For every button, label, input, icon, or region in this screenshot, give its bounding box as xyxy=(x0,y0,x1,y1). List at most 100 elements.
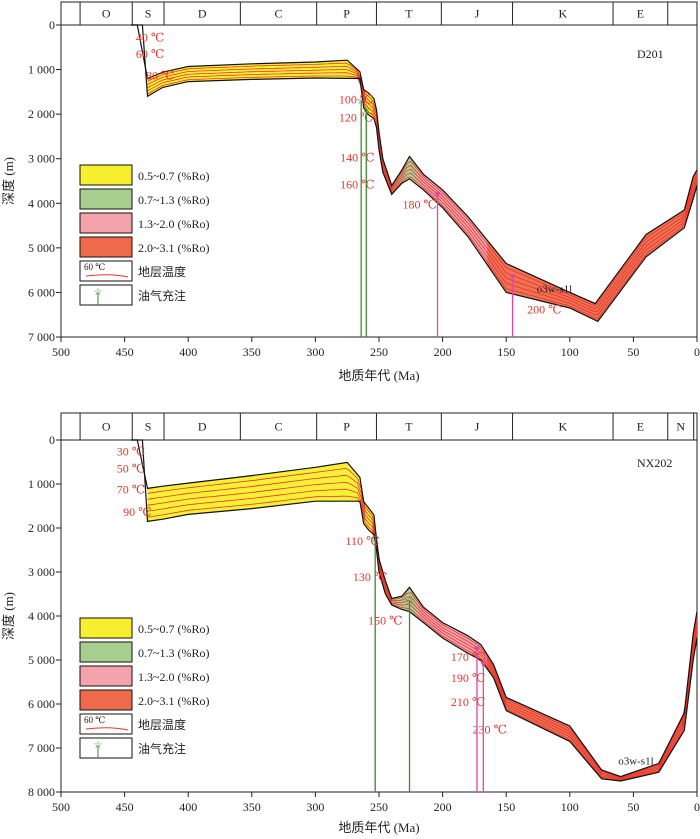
period-label-E: E xyxy=(637,7,644,21)
legend: 0.5~0.7 (%Ro) 0.7~1.3 (%Ro) 1.3~2.0 (%Ro) 2… xyxy=(79,164,209,306)
burial-base-curve xyxy=(131,439,698,782)
period-label-K: K xyxy=(558,420,567,434)
x-tick-label: 350 xyxy=(243,800,261,814)
y-tick-label: 1 000 xyxy=(28,63,55,77)
x-tick-label: 150 xyxy=(497,345,515,359)
legend-isotherm-sample xyxy=(85,727,129,731)
legend-swatch xyxy=(79,641,133,663)
period-label-C: C xyxy=(275,7,283,21)
isotherm-line xyxy=(147,467,698,778)
legend-isotherm-sample xyxy=(85,274,129,278)
x-tick-label: 250 xyxy=(370,800,388,814)
plot-frame xyxy=(60,412,698,793)
x-tick-label: 300 xyxy=(306,800,324,814)
isotherm-line xyxy=(147,65,698,309)
x-tick-label: 200 xyxy=(434,800,452,814)
zone-ro-1.3-2.0 xyxy=(417,598,488,669)
legend-swatch xyxy=(79,212,133,234)
x-tick-label: 200 xyxy=(434,345,452,359)
legend-swatch xyxy=(79,665,133,687)
x-axis-label: 地质年代 (Ma) xyxy=(338,820,419,835)
formation-label: o3w-s1l xyxy=(537,283,572,295)
charging-star-icon: ☆ xyxy=(405,595,415,607)
legend-label: 地层温度 xyxy=(138,717,186,732)
formation-label: o3w-s1l xyxy=(618,756,653,768)
legend-swatch xyxy=(79,737,133,759)
temperature-label: 90 ℃ xyxy=(123,505,151,519)
x-tick-label: 100 xyxy=(561,800,579,814)
legend-label: 1.3~2.0 (%Ro) xyxy=(138,217,209,231)
legend-label: 1.3~2.0 (%Ro) xyxy=(138,670,209,684)
period-label-O: O xyxy=(102,7,111,21)
x-tick-label: 500 xyxy=(52,800,70,814)
isotherm-line xyxy=(147,474,698,779)
x-tick-label: 50 xyxy=(627,345,639,359)
period-label-S: S xyxy=(145,420,152,434)
legend-swatch xyxy=(79,689,133,711)
legend-swatch xyxy=(79,164,133,186)
legend-label: 0.7~1.3 (%Ro) xyxy=(138,646,209,660)
period-label-T: T xyxy=(405,420,413,434)
zone-ro-0.5-0.7 xyxy=(147,60,360,97)
zone-ro-1.3-2.0 xyxy=(417,166,488,265)
period-label-J: J xyxy=(475,7,480,21)
period-label-D: D xyxy=(198,420,207,434)
burial-top-curve xyxy=(131,439,698,778)
x-tick-label: 150 xyxy=(497,800,515,814)
zone-ro-0.5-0.7 xyxy=(359,477,377,550)
legend-label: 油气充注 xyxy=(138,288,186,303)
temperature-label: 30 ℃ xyxy=(117,444,145,458)
temperature-label: 200 ℃ xyxy=(527,302,561,316)
period-label-D: D xyxy=(198,7,207,21)
well-label: NX202 xyxy=(637,456,672,470)
charging-star-icon: ☆ xyxy=(361,104,371,116)
temperature-label: 100 ℃ xyxy=(339,92,373,106)
y-axis-label: 深度 (m) xyxy=(1,157,16,205)
isotherm-line xyxy=(147,75,698,320)
legend-swatch xyxy=(79,188,133,210)
legend-label: 地层温度 xyxy=(138,264,186,279)
x-tick-label: 450 xyxy=(116,800,134,814)
y-tick-label: 4 000 xyxy=(28,609,55,623)
period-label-J: J xyxy=(475,420,480,434)
isotherm-line xyxy=(147,481,698,780)
isotherm-line xyxy=(147,488,698,781)
period-label-T: T xyxy=(405,7,413,21)
charging-arrow-icon xyxy=(480,661,487,668)
period-label-E: E xyxy=(637,420,644,434)
x-tick-label: 450 xyxy=(116,345,134,359)
charging-star-icon: ☆ xyxy=(370,533,380,545)
temperature-label: 110 ℃ xyxy=(345,534,379,548)
x-tick-label: 100 xyxy=(561,345,579,359)
isotherm-line xyxy=(147,69,698,312)
y-tick-label: 6 000 xyxy=(28,285,55,299)
temperature-label: 230 ℃ xyxy=(472,723,506,737)
legend-swatch xyxy=(79,236,133,258)
legend-label: 0.7~1.3 (%Ro) xyxy=(138,193,209,207)
x-tick-label: 350 xyxy=(243,345,261,359)
period-label-N: N xyxy=(676,420,685,434)
isotherm-line xyxy=(147,495,698,781)
burial-base-curve xyxy=(131,24,698,323)
y-tick-label: 3 000 xyxy=(28,152,55,166)
temperature-label: 40 ℃ xyxy=(136,30,164,44)
legend-temp-sample: 60 ℃ xyxy=(84,262,105,272)
isotherm-line xyxy=(147,72,698,316)
y-tick-label: 4 000 xyxy=(28,196,55,210)
y-tick-label: 5 000 xyxy=(28,653,55,667)
isotherm-line xyxy=(147,62,698,306)
legend-label: 0.5~0.7 (%Ro) xyxy=(138,169,209,183)
temperature-label: 50 ℃ xyxy=(117,462,145,476)
y-tick-label: 0 xyxy=(49,18,55,32)
charging-arrow-icon xyxy=(509,274,516,281)
temperature-label: 210 ℃ xyxy=(451,695,485,709)
legend-star-icon: ☆ xyxy=(94,740,103,751)
legend-swatch xyxy=(79,617,133,639)
temperature-label: 180 ℃ xyxy=(402,198,436,212)
x-tick-label: 0 xyxy=(694,800,700,814)
legend-label: 0.5~0.7 (%Ro) xyxy=(138,622,209,636)
legend-label: 油气充注 xyxy=(138,741,186,756)
